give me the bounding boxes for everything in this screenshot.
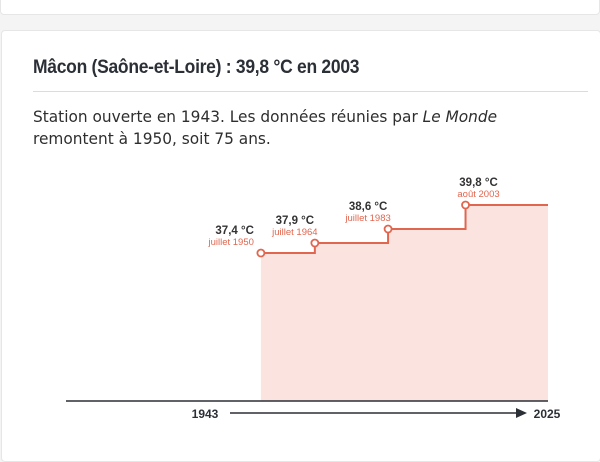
data-label-date: août 2003: [457, 189, 499, 200]
description-text-start: Station ouverte en 1943. Les données réu…: [33, 107, 423, 126]
description-source: Le Monde: [422, 107, 498, 126]
data-label-date: juillet 1964: [271, 227, 317, 238]
title-divider: [33, 91, 588, 92]
record-point: [461, 200, 470, 210]
description-text-end: remontent à 1950, soit 75 ans.: [33, 129, 271, 148]
x-tick-label-end: 2025: [534, 407, 561, 421]
x-tick-label-start: 1943: [192, 407, 219, 421]
data-label-value: 37,4 °C: [215, 225, 253, 237]
chart-description: Station ouverte en 1943. Les données réu…: [33, 106, 551, 150]
record-point: [383, 224, 393, 234]
data-label-date: juillet 1983: [344, 213, 390, 224]
data-label-value: 38,6 °C: [349, 201, 387, 213]
data-label-value: 37,9 °C: [276, 215, 314, 227]
record-point: [310, 238, 320, 248]
chart-title: Mâcon (Saône-et-Loire) : 39,8 °C en 2003: [33, 57, 360, 78]
record-point: [256, 248, 266, 258]
data-label-date: juillet 1950: [207, 237, 253, 248]
time-arrow-head: [516, 408, 527, 418]
record-area: [260, 205, 548, 401]
data-label-value: 39,8 °C: [459, 177, 497, 189]
